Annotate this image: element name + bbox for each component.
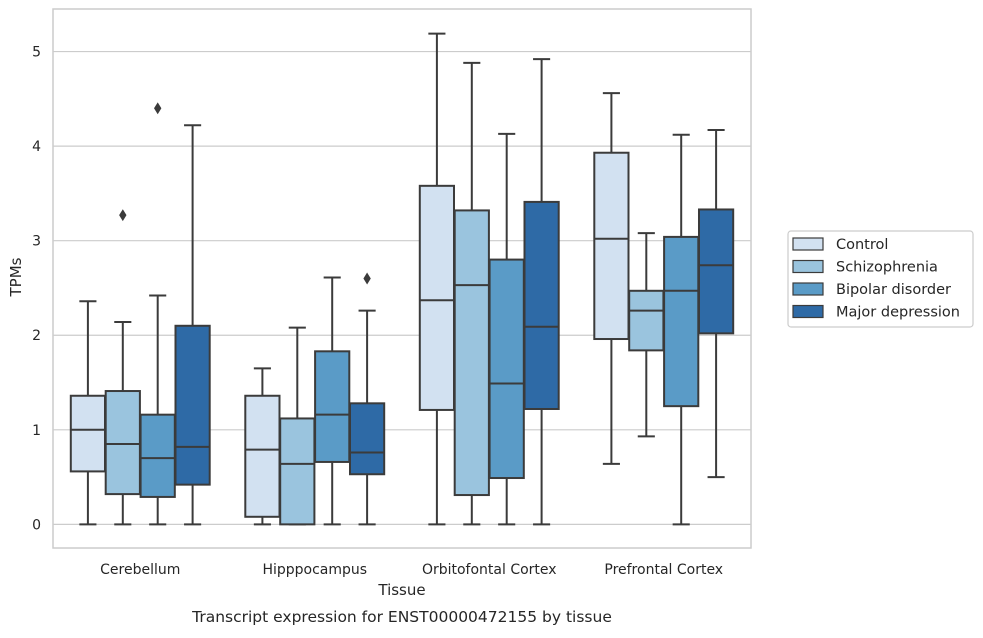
plot-frame xyxy=(52,8,752,549)
box-body xyxy=(453,209,490,497)
box-1-0 xyxy=(244,367,281,526)
legend-swatch xyxy=(792,304,824,319)
x-tick-label: Cerebellum xyxy=(100,562,180,578)
box-body xyxy=(523,200,560,410)
legend-label: Control xyxy=(836,237,888,253)
legend-swatch xyxy=(792,237,824,251)
box-body xyxy=(314,350,351,463)
box-0-3 xyxy=(174,124,211,526)
box-3-0 xyxy=(593,92,630,465)
y-tick-label: 0 xyxy=(32,517,41,533)
box-1-3 xyxy=(348,272,386,526)
legend-label: Schizophrenia xyxy=(836,260,938,276)
box-3-1 xyxy=(628,232,665,438)
box-0-1 xyxy=(104,209,141,526)
y-tick-label: 3 xyxy=(32,234,41,250)
box-2-0 xyxy=(418,32,456,526)
figure-caption: Transcript expression for ENST0000047215… xyxy=(191,608,612,626)
x-tick-label: Hipppocampus xyxy=(262,562,367,578)
x-tick-label: Prefrontal Cortex xyxy=(604,562,723,578)
legend-label: Bipolar disorder xyxy=(836,282,951,298)
box-0-2 xyxy=(139,102,176,526)
legend-swatch xyxy=(792,259,824,274)
box-body xyxy=(244,394,281,518)
outlier-point xyxy=(154,102,162,115)
box-body xyxy=(593,151,630,341)
outlier-point xyxy=(363,272,371,285)
x-tick-label: Orbitofontal Cortex xyxy=(422,562,557,578)
legend-swatch xyxy=(792,282,824,296)
legend: Control Schizophrenia Bipolar disorder Majo… xyxy=(787,230,974,328)
y-tick-label: 5 xyxy=(32,45,41,61)
plot-border xyxy=(52,8,752,549)
box-body xyxy=(348,402,386,476)
y-tick-label: 4 xyxy=(32,139,41,155)
box-body xyxy=(697,208,735,335)
box-body xyxy=(139,413,176,498)
outlier-point xyxy=(119,209,127,222)
x-axis-ticks: Cerebellum Hipppocampus Orbitofontal Corte… xyxy=(100,562,723,578)
box-body xyxy=(628,289,665,352)
box-2-2 xyxy=(488,132,525,526)
y-axis-ticks: 0 1 2 3 4 5 xyxy=(32,45,41,534)
box-1-1 xyxy=(279,326,316,526)
box-3-3 xyxy=(697,129,735,479)
box-body xyxy=(663,235,700,408)
box-3-2 xyxy=(663,133,700,526)
y-axis-label: TPMs xyxy=(7,257,25,297)
y-tick-label: 1 xyxy=(32,423,41,439)
x-axis-label: Tissue xyxy=(377,581,425,599)
box-series xyxy=(69,32,735,526)
legend-frame xyxy=(787,230,974,328)
box-body xyxy=(488,258,525,480)
box-1-2 xyxy=(314,276,351,526)
legend-label: Major depression xyxy=(836,305,960,321)
box-2-1 xyxy=(453,61,490,526)
y-tick-label: 2 xyxy=(32,328,41,344)
box-body xyxy=(104,390,141,496)
box-body xyxy=(279,417,316,526)
box-body xyxy=(174,324,211,486)
box-body xyxy=(418,184,456,411)
box-body xyxy=(69,394,107,473)
box-2-3 xyxy=(523,58,560,526)
